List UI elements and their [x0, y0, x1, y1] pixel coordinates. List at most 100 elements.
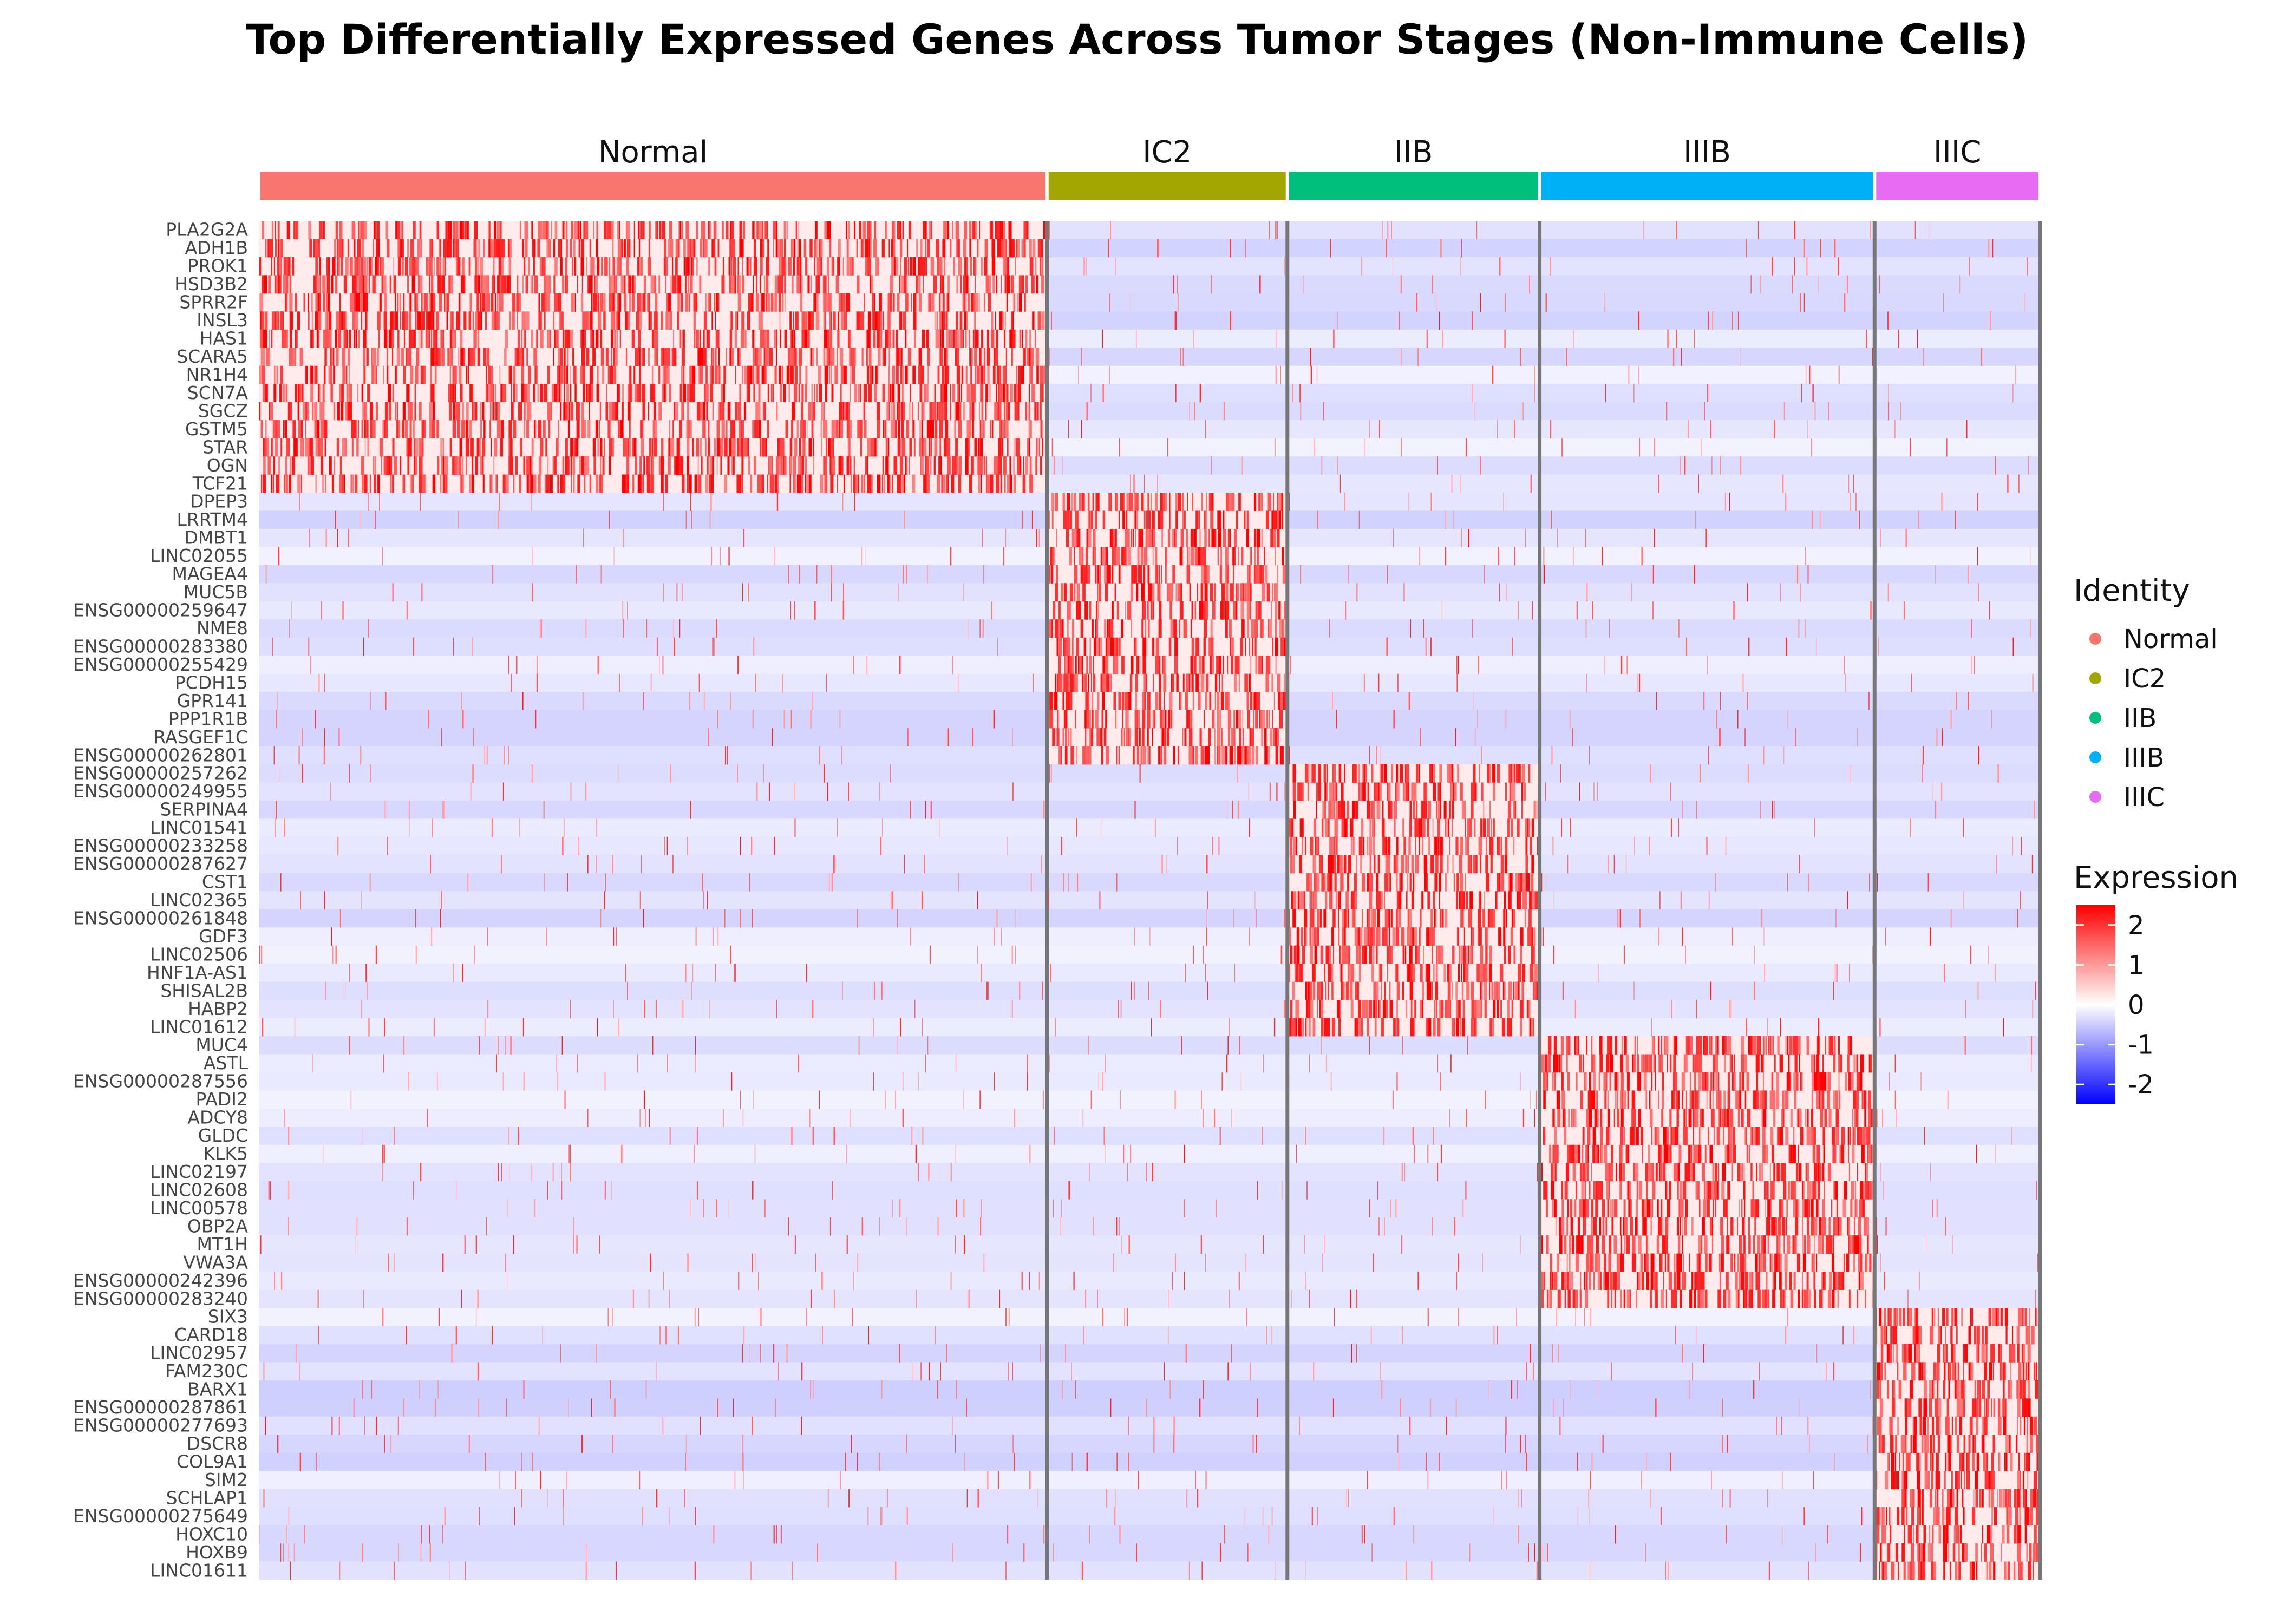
- expression-mark: [1051, 619, 1053, 638]
- expression-mark: [1857, 728, 1858, 746]
- expression-mark: [898, 420, 900, 438]
- expression-mark: [655, 420, 657, 438]
- expression-mark: [338, 728, 340, 746]
- heatmap-cell: [1047, 818, 1288, 837]
- expression-mark: [895, 257, 899, 276]
- expression-mark: [1077, 601, 1081, 620]
- expression-mark: [687, 384, 691, 403]
- expression-mark: [285, 474, 288, 493]
- expression-mark: [1147, 565, 1150, 584]
- expression-mark: [376, 221, 380, 239]
- expression-mark: [283, 275, 287, 294]
- expression-mark: [1208, 637, 1212, 656]
- expression-mark: [900, 257, 901, 276]
- expression-mark: [1071, 493, 1073, 511]
- expression-mark: [1221, 746, 1225, 765]
- expression-mark: [407, 456, 410, 475]
- heatmap-cell: [1539, 1163, 1875, 1182]
- heatmap-cell: [1047, 1144, 1288, 1163]
- expression-mark: [793, 311, 794, 330]
- expression-mark: [1058, 637, 1062, 656]
- expression-mark: [1393, 710, 1395, 729]
- expression-mark: [1278, 692, 1281, 710]
- expression-mark: [374, 474, 376, 493]
- expression-mark: [1300, 402, 1302, 421]
- expression-mark: [468, 365, 469, 384]
- expression-mark: [565, 275, 568, 294]
- expression-mark: [278, 547, 280, 566]
- expression-mark: [491, 293, 494, 312]
- expression-mark: [981, 402, 984, 421]
- expression-mark: [1089, 710, 1091, 729]
- expression-mark: [502, 474, 506, 493]
- expression-mark: [1088, 673, 1089, 692]
- expression-mark: [642, 348, 644, 366]
- heatmap-cell: [1287, 1543, 1540, 1562]
- heatmap-cell: [1874, 1036, 2040, 1055]
- expression-mark: [581, 239, 584, 258]
- expression-mark: [742, 275, 744, 294]
- expression-mark: [944, 384, 948, 403]
- expression-mark: [799, 438, 801, 457]
- expression-mark: [473, 402, 475, 421]
- expression-mark: [1602, 547, 1603, 566]
- heatmap-cell: [1539, 964, 1875, 983]
- expression-mark: [318, 239, 320, 258]
- expression-mark: [969, 221, 972, 239]
- heatmap-cell: [1874, 1090, 2040, 1109]
- expression-mark: [1251, 746, 1255, 765]
- expression-mark: [1155, 692, 1158, 710]
- expression-mark: [341, 402, 344, 421]
- expression-mark: [718, 402, 720, 421]
- expression-mark: [453, 402, 455, 421]
- expression-mark: [425, 329, 428, 348]
- expression-mark: [819, 384, 822, 403]
- expression-mark: [705, 365, 708, 384]
- expression-mark: [1135, 493, 1138, 511]
- expression-mark: [286, 438, 289, 457]
- expression-mark: [1703, 692, 1705, 710]
- expression-mark: [394, 293, 396, 312]
- expression-mark: [755, 673, 756, 692]
- expression-mark: [764, 365, 767, 384]
- expression-mark: [1321, 456, 1323, 475]
- expression-mark: [363, 348, 365, 366]
- expression-mark: [694, 474, 697, 493]
- expression-mark: [587, 384, 591, 403]
- expression-mark: [490, 239, 492, 258]
- expression-mark: [919, 420, 921, 438]
- expression-mark: [1093, 673, 1096, 692]
- expression-mark: [344, 438, 347, 457]
- expression-mark: [655, 293, 658, 312]
- expression-mark: [1262, 710, 1265, 729]
- expression-mark: [795, 311, 799, 330]
- expression-mark: [361, 311, 363, 330]
- expression-mark: [1274, 692, 1275, 710]
- expression-mark: [303, 402, 306, 421]
- expression-mark: [1259, 710, 1260, 729]
- expression-mark: [612, 239, 614, 258]
- expression-mark: [687, 456, 689, 475]
- expression-mark: [926, 474, 930, 493]
- expression-mark: [1076, 528, 1079, 547]
- heatmap-cell: [1539, 873, 1875, 892]
- expression-mark: [852, 365, 855, 384]
- expression-mark: [853, 474, 855, 493]
- heatmap-cell: [1539, 583, 1875, 602]
- expression-mark: [813, 456, 815, 475]
- expression-mark: [728, 257, 730, 276]
- expression-mark: [622, 384, 624, 403]
- expression-mark: [823, 420, 825, 438]
- expression-mark: [357, 239, 361, 258]
- expression-mark: [1138, 565, 1139, 584]
- heatmap-cell: [1539, 909, 1875, 928]
- expression-mark: [505, 474, 509, 493]
- expression-mark: [473, 728, 474, 746]
- expression-mark: [1024, 293, 1026, 312]
- expression-mark: [996, 474, 999, 493]
- expression-mark: [323, 329, 325, 348]
- expression-mark: [1099, 583, 1101, 602]
- expression-mark: [861, 474, 864, 493]
- expression-mark: [1512, 637, 1513, 656]
- expression-mark: [525, 311, 528, 330]
